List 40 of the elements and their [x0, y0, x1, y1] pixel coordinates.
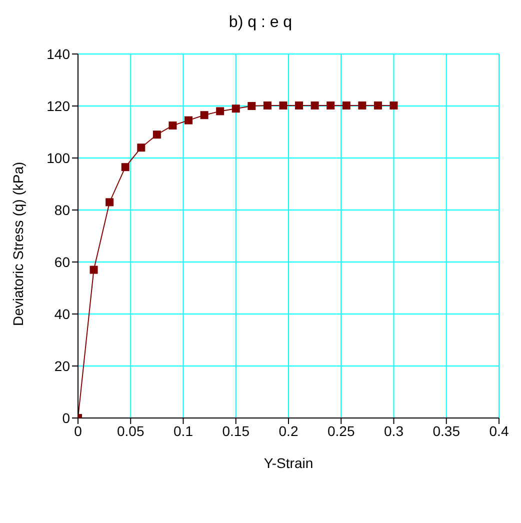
y-axis-title: Deviatoric Stress (q) (kPa): [10, 162, 26, 326]
point: [137, 144, 146, 152]
point: [232, 104, 240, 113]
x-tick-label: 0.15: [222, 422, 250, 439]
y-tick-label: 60: [54, 254, 70, 270]
point: [342, 101, 350, 110]
x-tick-label: 0: [74, 422, 82, 439]
x-tick-label: 0.35: [432, 422, 460, 439]
x-tick-label: 0.4: [489, 422, 509, 439]
point: [310, 101, 319, 110]
y-tick-label: 0: [62, 410, 70, 426]
y-tick-label: 40: [54, 306, 70, 322]
point: [90, 266, 98, 274]
x-tick-label: 0.2: [278, 422, 298, 439]
point: [200, 111, 208, 120]
point: [263, 101, 272, 110]
point: [358, 101, 366, 110]
y-tick-label: 120: [46, 98, 70, 114]
y-tick-label: 100: [46, 150, 70, 166]
point: [390, 101, 398, 110]
x-tick-label: 0.1: [174, 422, 194, 439]
y-tick-label: 80: [54, 202, 70, 218]
x-tick-label: 0.25: [328, 422, 355, 439]
point: [106, 198, 114, 206]
point: [374, 101, 382, 110]
x-axis-title: Y-Strain: [264, 455, 314, 471]
x-tick-label: 0.3: [384, 422, 404, 439]
point: [279, 101, 288, 110]
x-tick-label: 0.05: [117, 422, 144, 439]
point: [326, 101, 335, 110]
point: [168, 122, 177, 130]
point: [152, 130, 161, 139]
point: [184, 116, 193, 124]
chart-title: b) q : e q: [228, 14, 292, 31]
y-tick-label: 140: [46, 46, 70, 62]
y-tick-label: 20: [54, 358, 70, 374]
point: [121, 163, 130, 172]
point: [248, 102, 256, 110]
point: [295, 101, 304, 110]
point: [216, 107, 224, 116]
